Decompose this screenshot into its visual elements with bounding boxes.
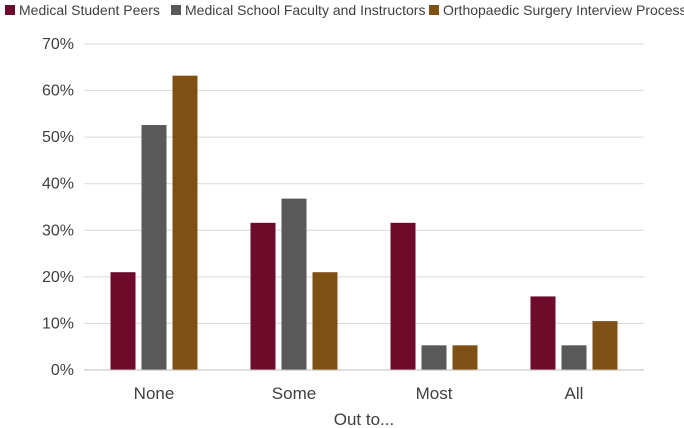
gridlines <box>84 43 644 324</box>
x-axis-title: Out to... <box>334 410 394 428</box>
y-tick-label-2: 20% <box>42 269 74 286</box>
y-axis-ticks: 0% 10% 20% 30% 40% 50% 60% 70% <box>42 36 74 379</box>
x-tick-label-some: Some <box>272 384 316 403</box>
bar-some-series-1 <box>250 222 276 370</box>
bar-most-series-2 <box>421 345 447 370</box>
bar-some-series-3 <box>312 272 338 370</box>
bar-none-series-1 <box>110 272 136 370</box>
x-tick-label-most: Most <box>416 384 453 403</box>
x-tick-label-all: All <box>565 384 584 403</box>
bar-most-series-3 <box>452 345 478 370</box>
y-tick-label-1: 10% <box>42 315 74 332</box>
bar-all-series-1 <box>530 296 556 370</box>
bar-all-series-2 <box>561 345 587 370</box>
bar-all-series-3 <box>592 321 618 370</box>
bar-none-series-2 <box>141 125 167 370</box>
y-tick-label-3: 30% <box>42 222 74 239</box>
y-tick-label-6: 60% <box>42 83 74 100</box>
y-tick-label-4: 40% <box>42 176 74 193</box>
legend-label-2: Medical School Faculty and Instructors <box>185 2 425 18</box>
y-tick-label-0: 0% <box>51 362 74 379</box>
legend-label-3: Orthopaedic Surgery Interview Process <box>443 2 684 18</box>
x-tick-label-none: None <box>134 384 175 403</box>
legend-swatch-1 <box>5 5 15 15</box>
legend: Medical Student Peers Medical School Facu… <box>5 2 684 18</box>
legend-label-1: Medical Student Peers <box>19 2 160 18</box>
bar-some-series-2 <box>281 198 307 370</box>
bar-none-series-3 <box>172 75 198 370</box>
bars <box>110 75 618 370</box>
y-tick-label-7: 70% <box>42 36 74 53</box>
bar-most-series-1 <box>390 222 416 370</box>
legend-swatch-2 <box>171 5 181 15</box>
legend-swatch-3 <box>429 5 439 15</box>
x-axis-labels: None Some Most All <box>134 384 584 403</box>
y-tick-label-5: 50% <box>42 129 74 146</box>
